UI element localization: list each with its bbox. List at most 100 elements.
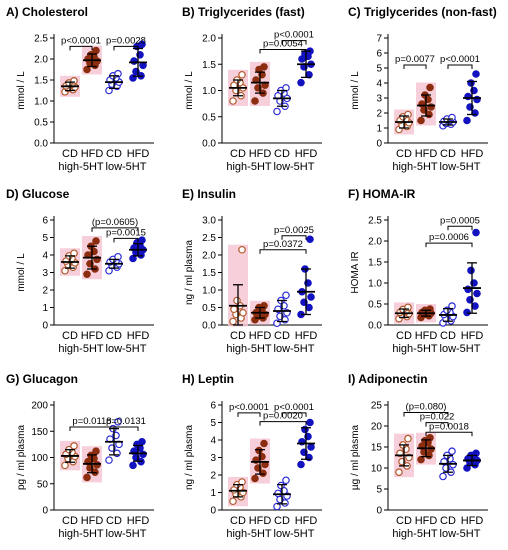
x-category-label: HFD bbox=[461, 148, 484, 160]
y-tick-label: 3.0 bbox=[202, 216, 216, 227]
x-category-label: CD bbox=[62, 515, 78, 527]
data-point bbox=[93, 461, 101, 469]
data-point bbox=[70, 442, 78, 450]
x-group-label: low-5HT bbox=[440, 161, 481, 173]
x-group-label: low-5HT bbox=[106, 343, 147, 355]
x-category-label: CD bbox=[274, 148, 290, 160]
y-tick-label: 2.0 bbox=[34, 55, 48, 66]
p-value-label: (p=0.0605) bbox=[92, 217, 138, 228]
p-value-label: p=0.0372 bbox=[263, 239, 303, 250]
y-tick-label: 3 bbox=[376, 94, 382, 105]
data-point bbox=[70, 77, 78, 85]
panel-f: F) HOMA-IR HOMA IR 0.0 0.5 1.0 1.5 2.0 2.5 p=0.0… bbox=[348, 187, 488, 355]
data-point bbox=[229, 317, 237, 326]
data-point bbox=[297, 78, 305, 87]
y-tick-label: 3 bbox=[210, 453, 216, 464]
panel-e: E) Insulin ng / ml plasma 0.0 0.5 1.0 1.5 2.0 2… bbox=[182, 187, 322, 355]
y-tick-label: 6 bbox=[376, 49, 382, 60]
y-tick-label: 2 bbox=[42, 286, 48, 297]
y-tick-label: 0.0 bbox=[368, 321, 382, 332]
x-group-label: high-5HT bbox=[226, 343, 272, 355]
y-axis-label: ng / ml plasma bbox=[184, 425, 195, 490]
y-tick-label: 1.5 bbox=[202, 268, 216, 279]
data-point bbox=[92, 46, 100, 55]
y-tick-label: 1.0 bbox=[34, 97, 48, 108]
data-point bbox=[61, 461, 69, 470]
y-axis-label: mmol / L bbox=[350, 71, 361, 110]
panel-title: F) HOMA-IR bbox=[348, 187, 416, 201]
y-tick-label: 4 bbox=[376, 79, 382, 90]
significance-bracket bbox=[403, 412, 449, 417]
y-axis-label: mmol / L bbox=[16, 253, 27, 292]
y-axis-label: HOMA IR bbox=[350, 251, 361, 293]
data-point bbox=[83, 473, 91, 482]
data-point bbox=[439, 472, 447, 481]
p-value-label: p=0.0025 bbox=[274, 225, 314, 236]
data-point bbox=[230, 305, 238, 314]
y-tick-label: 0.5 bbox=[34, 118, 48, 129]
y-tick-label: 150 bbox=[31, 427, 48, 438]
x-category-label: CD bbox=[106, 515, 122, 527]
data-point bbox=[238, 245, 246, 254]
x-category-label: CD bbox=[440, 148, 456, 160]
data-point bbox=[426, 83, 434, 92]
y-tick-label: 4 bbox=[42, 251, 48, 262]
data-point bbox=[251, 97, 259, 105]
x-category-label: HFD bbox=[249, 515, 272, 527]
data-point bbox=[297, 460, 305, 469]
y-tick-label: 2.0 bbox=[202, 34, 216, 45]
data-point bbox=[129, 461, 137, 470]
y-tick-label: 4 bbox=[210, 436, 216, 447]
x-category-label: CD bbox=[440, 330, 456, 342]
y-tick-label: 0 bbox=[42, 506, 48, 517]
p-value-label: p<0.0001 bbox=[274, 30, 314, 41]
y-tick-label: 2 bbox=[210, 471, 216, 482]
y-tick-label: 5 bbox=[42, 233, 48, 244]
p-value-label: p=0.0131 bbox=[106, 416, 146, 427]
significance-bracket bbox=[281, 235, 307, 240]
x-category-label: CD bbox=[62, 148, 78, 160]
data-point bbox=[233, 296, 241, 305]
x-category-label: HFD bbox=[415, 148, 438, 160]
significance-bracket bbox=[259, 249, 307, 254]
x-category-label: HFD bbox=[249, 148, 272, 160]
panel-title: I) Adiponectin bbox=[348, 372, 428, 386]
significance-bracket bbox=[425, 422, 449, 427]
data-point bbox=[467, 79, 475, 87]
data-point bbox=[273, 107, 281, 116]
y-tick-label: 1.0 bbox=[202, 86, 216, 97]
data-point bbox=[467, 266, 475, 275]
significance-bracket bbox=[447, 225, 473, 231]
x-group-label: high-5HT bbox=[58, 343, 104, 355]
panel-title: H) Leptin bbox=[182, 372, 234, 386]
x-group-label: low-5HT bbox=[106, 161, 147, 173]
p-value-label: p=0.0005 bbox=[440, 215, 480, 226]
data-point bbox=[238, 70, 246, 79]
y-tick-label: 1 bbox=[210, 488, 216, 499]
p-value-label: p=0.0118 bbox=[72, 416, 111, 427]
panel-c: C) Triglycerides (non-fast) mmol / L 0 1 2 3 4… bbox=[348, 5, 497, 173]
y-tick-label: 7 bbox=[376, 34, 382, 45]
y-tick-label: 2.0 bbox=[368, 237, 382, 248]
panel-title: C) Triglycerides (non-fast) bbox=[348, 5, 497, 19]
significance-bracket bbox=[259, 49, 307, 54]
x-category-label: CD bbox=[396, 148, 412, 160]
data-point bbox=[105, 456, 113, 464]
data-point bbox=[92, 447, 100, 456]
x-group-label: low-5HT bbox=[440, 343, 481, 355]
data-point bbox=[138, 40, 146, 49]
y-axis-label: mmol / L bbox=[184, 71, 195, 110]
x-category-label: HFD bbox=[461, 330, 484, 342]
x-category-label: HFD bbox=[81, 330, 104, 342]
significance-bracket bbox=[425, 242, 473, 248]
data-point bbox=[471, 302, 479, 310]
x-category-label: HFD bbox=[127, 515, 150, 527]
y-tick-label: 1 bbox=[376, 124, 382, 135]
data-point bbox=[282, 476, 290, 485]
data-point bbox=[448, 302, 456, 310]
x-group-label: low-5HT bbox=[274, 161, 315, 173]
data-point bbox=[260, 439, 268, 448]
data-point bbox=[277, 481, 285, 490]
x-category-label: CD bbox=[106, 148, 122, 160]
